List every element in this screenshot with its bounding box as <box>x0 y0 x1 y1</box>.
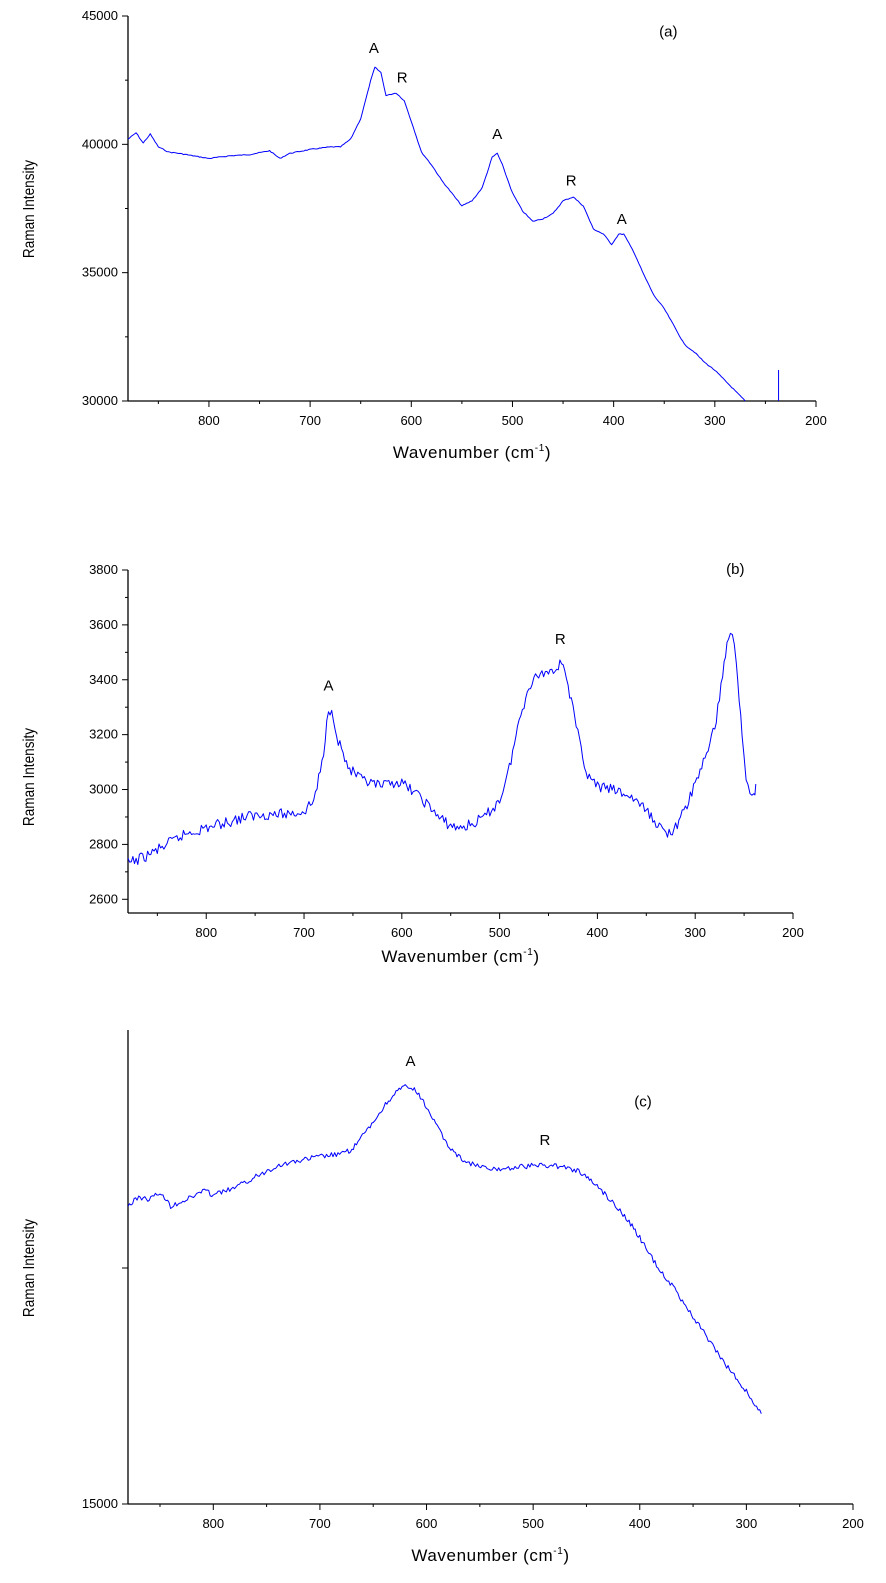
x-tick-label: 300 <box>736 1516 758 1531</box>
x-axis-title-main: Wavenumber (cm <box>411 1546 553 1565</box>
x-axis-title-end: ) <box>545 443 551 462</box>
chart-panel-c: 800 700 600 500 400 300 200 15000 Raman Intensit… <box>21 1030 864 1565</box>
peak-label: R <box>555 631 566 648</box>
x-axis-title-end: ) <box>563 1546 569 1565</box>
x-tick-label: 800 <box>198 413 220 428</box>
peak-label: A <box>323 678 333 695</box>
peak-label: A <box>406 1053 416 1070</box>
y-axis-title: Raman Intensity <box>21 1218 38 1317</box>
y-tick-label: 3800 <box>89 562 118 577</box>
x-tick-label: 300 <box>684 925 706 940</box>
x-tick-label: 500 <box>502 413 524 428</box>
x-axis-title-sup: -1 <box>535 443 545 454</box>
x-axis-title-sup: -1 <box>553 1546 563 1557</box>
x-tick-label: 700 <box>309 1516 331 1531</box>
peak-label: R <box>397 70 408 87</box>
x-tick-label: 400 <box>603 413 625 428</box>
y-tick-label: 3200 <box>89 727 118 742</box>
x-axis-title: Wavenumber (cm-1) <box>381 947 539 966</box>
x-axis-title: Wavenumber (cm-1) <box>411 1546 569 1565</box>
y-tick-label: 2800 <box>89 836 118 851</box>
x-tick-label: 200 <box>842 1516 864 1531</box>
x-tick-label: 600 <box>391 925 413 940</box>
y-tick-label: 2600 <box>89 891 118 906</box>
peak-label: A <box>492 126 502 143</box>
y-tick-label: 3000 <box>89 782 118 797</box>
y-axis-title: Raman Intensity <box>21 727 38 826</box>
x-tick-label: 700 <box>299 413 321 428</box>
peak-label: A <box>369 40 379 57</box>
x-tick-label: 800 <box>195 925 217 940</box>
x-tick-label: 600 <box>400 413 422 428</box>
y-tick-label: 15000 <box>82 1496 118 1511</box>
chart-panel-b: 800 700 600 500 400 300 200 2600 2800 3000 3200 340… <box>21 561 804 966</box>
spectrum-line <box>127 1084 762 1414</box>
x-tick-label: 300 <box>704 413 726 428</box>
peak-label: R <box>566 172 577 189</box>
x-tick-label: 400 <box>587 925 609 940</box>
x-tick-label: 800 <box>202 1516 224 1531</box>
peak-label: A <box>617 211 627 228</box>
x-tick-label: 700 <box>293 925 315 940</box>
peak-label: R <box>539 1132 550 1149</box>
x-axis-title-main: Wavenumber (cm <box>381 947 523 966</box>
y-tick-label: 30000 <box>82 393 118 408</box>
x-axis-title-main: Wavenumber (cm <box>393 443 535 462</box>
x-tick-label: 400 <box>629 1516 651 1531</box>
spectrum-line <box>127 66 746 402</box>
y-tick-label: 3400 <box>89 672 118 687</box>
x-axis-title-end: ) <box>533 947 539 966</box>
y-tick-label: 45000 <box>82 8 118 23</box>
x-axis-title: Wavenumber (cm-1) <box>393 443 551 462</box>
panel-label: (a) <box>659 24 677 41</box>
panel-label: (b) <box>726 561 744 578</box>
chart-panel-a: 800 700 600 500 400 300 200 30000 35000 40000 4500… <box>21 8 827 462</box>
x-tick-label: 500 <box>522 1516 544 1531</box>
y-tick-label: 40000 <box>82 136 118 151</box>
x-tick-label: 600 <box>416 1516 438 1531</box>
y-axis-title: Raman Intensity <box>21 159 38 258</box>
x-tick-label: 500 <box>489 925 511 940</box>
spectrum-line <box>127 632 757 865</box>
x-axis-title-sup: -1 <box>523 947 533 958</box>
x-tick-label: 200 <box>782 925 804 940</box>
y-tick-label: 35000 <box>82 265 118 280</box>
y-tick-label: 3600 <box>89 617 118 632</box>
x-tick-label: 200 <box>805 413 827 428</box>
panel-label: (c) <box>634 1094 652 1111</box>
